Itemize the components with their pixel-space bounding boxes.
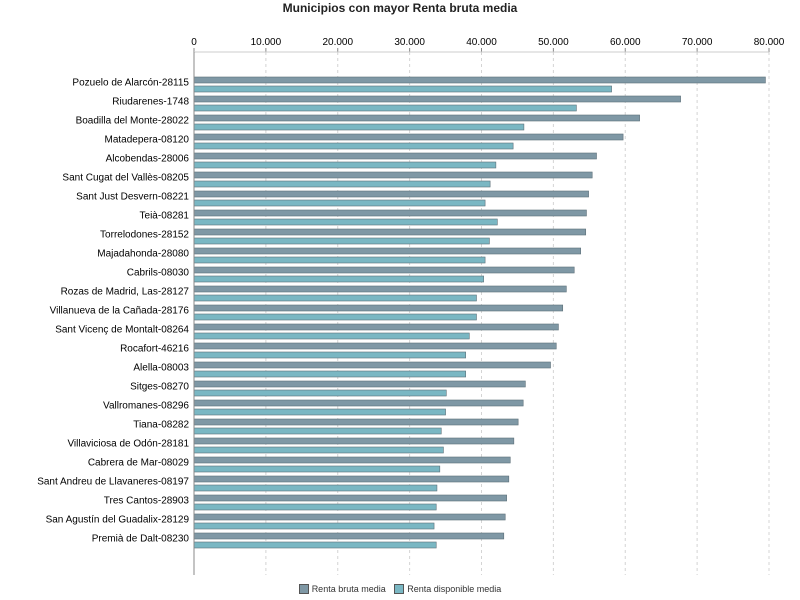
bar-renta-bruta	[193, 304, 564, 312]
category-label: Rocafort-46216	[120, 344, 189, 355]
bar-renta-disponible	[193, 446, 444, 454]
category-label: Sant Cugat del Vallès-08205	[62, 173, 189, 184]
legend-item-renta-bruta: Renta bruta media	[298, 584, 386, 594]
category-label: Boadilla del Monte-28022	[76, 116, 190, 127]
x-tick-label: 40.000	[466, 37, 497, 48]
legend-swatch-series-1	[298, 584, 309, 594]
bar-renta-bruta	[193, 76, 766, 84]
bar-renta-bruta	[193, 361, 551, 369]
category-label: Torrelodones-28152	[100, 230, 189, 241]
category-label: Alella-08003	[133, 363, 189, 374]
bar-renta-bruta	[193, 228, 587, 236]
bar-renta-bruta	[193, 190, 589, 198]
bar-renta-disponible	[193, 313, 477, 321]
bar-renta-bruta	[193, 152, 597, 160]
bar-renta-bruta	[193, 266, 575, 274]
x-tick-label: 20.000	[322, 37, 353, 48]
bar-renta-disponible	[193, 484, 438, 492]
bar-renta-bruta	[193, 209, 587, 217]
category-label: Villanueva de la Cañada-28176	[50, 306, 190, 317]
bar-renta-disponible	[193, 161, 497, 169]
bar-renta-disponible	[193, 541, 437, 549]
category-label: Sant Andreu de Llavaneres-08197	[37, 477, 189, 488]
bar-renta-bruta	[193, 114, 640, 122]
x-tick-label: 70.000	[682, 37, 713, 48]
category-label: Tiana-08282	[133, 420, 189, 431]
bar-renta-disponible	[193, 465, 441, 473]
bar-renta-bruta	[193, 323, 559, 331]
bar-renta-disponible	[193, 199, 486, 207]
category-label: San Agustín del Guadalix-28129	[46, 515, 190, 526]
bar-renta-bruta	[193, 437, 515, 445]
bar-renta-bruta	[193, 513, 506, 521]
bar-renta-disponible	[193, 503, 437, 511]
category-label: Premià de Dalt-08230	[92, 534, 190, 545]
category-label: Matadepera-08120	[104, 135, 189, 146]
x-tick-label: 60.000	[610, 37, 641, 48]
category-label: Cabrera de Mar-08029	[88, 458, 190, 469]
bar-renta-disponible	[193, 123, 525, 131]
bar-renta-bruta	[193, 532, 505, 540]
category-label: Vallromanes-08296	[103, 401, 189, 412]
x-tick-label: 80.000	[754, 37, 785, 48]
bar-renta-disponible	[193, 294, 477, 302]
legend-swatch-series-2	[394, 584, 405, 594]
bar-renta-bruta	[193, 475, 510, 483]
legend-item-renta-disponible: Renta disponible media	[394, 584, 501, 594]
category-label: Cabrils-08030	[127, 268, 190, 279]
bar-renta-disponible	[193, 180, 491, 188]
bar-renta-disponible	[193, 237, 490, 245]
category-label: Villaviciosa de Odón-28181	[67, 439, 189, 450]
bar-renta-bruta	[193, 171, 593, 179]
category-label: Sant Vicenç de Montalt-08264	[55, 325, 189, 336]
bar-renta-disponible	[193, 218, 498, 226]
bars	[193, 76, 766, 549]
x-tick-label: 10.000	[251, 37, 282, 48]
x-tick-label: 30.000	[394, 37, 425, 48]
x-tick-label: 0	[191, 37, 197, 48]
category-label: Teià-08281	[140, 211, 190, 222]
legend: Renta bruta media Renta disponible media	[0, 584, 800, 596]
bar-renta-bruta	[193, 95, 681, 103]
bar-renta-disponible	[193, 408, 446, 416]
legend-label-series-2: Renta disponible media	[407, 584, 502, 594]
category-label: Sant Just Desvern-08221	[76, 192, 189, 203]
bar-renta-disponible	[193, 104, 577, 112]
bar-renta-disponible	[193, 256, 486, 264]
bar-renta-disponible	[193, 85, 612, 93]
bar-renta-disponible	[193, 522, 435, 530]
category-label: Riudarenes-1748	[112, 97, 189, 108]
bar-renta-disponible	[193, 142, 514, 150]
bar-renta-disponible	[193, 389, 447, 397]
category-label: Alcobendas-28006	[106, 154, 190, 165]
category-label: Majadahonda-28080	[97, 249, 189, 260]
category-label: Tres Cantos-28903	[104, 496, 190, 507]
bar-renta-disponible	[193, 351, 466, 359]
bar-renta-disponible	[193, 427, 442, 435]
bar-renta-bruta	[193, 285, 567, 293]
bar-renta-disponible	[193, 332, 470, 340]
x-axis-ticks: 0 10.000 20.000 30.000 40.000 50.000 60.000 70.…	[191, 37, 785, 52]
category-label: Sitges-08270	[130, 382, 189, 393]
bar-renta-bruta	[193, 456, 511, 464]
bar-renta-disponible	[193, 275, 484, 283]
bar-renta-bruta	[193, 399, 524, 407]
chart-title: Municipios con mayor Renta bruta media	[282, 1, 518, 15]
bar-renta-bruta	[193, 418, 519, 426]
category-label: Pozuelo de Alarcón-28115	[72, 78, 189, 89]
axes	[193, 51, 769, 575]
legend-label-series-1: Renta bruta media	[311, 584, 386, 594]
category-labels: Pozuelo de Alarcón-28115 Riudarenes-1748 B…	[37, 78, 189, 545]
bar-renta-bruta	[193, 342, 557, 350]
bar-renta-bruta	[193, 494, 507, 502]
bar-renta-bruta	[193, 247, 581, 255]
bar-renta-bruta	[193, 133, 624, 141]
bar-renta-disponible	[193, 370, 466, 378]
x-tick-label: 50.000	[538, 37, 569, 48]
bar-renta-bruta	[193, 380, 526, 388]
category-label: Rozas de Madrid, Las-28127	[61, 287, 190, 298]
